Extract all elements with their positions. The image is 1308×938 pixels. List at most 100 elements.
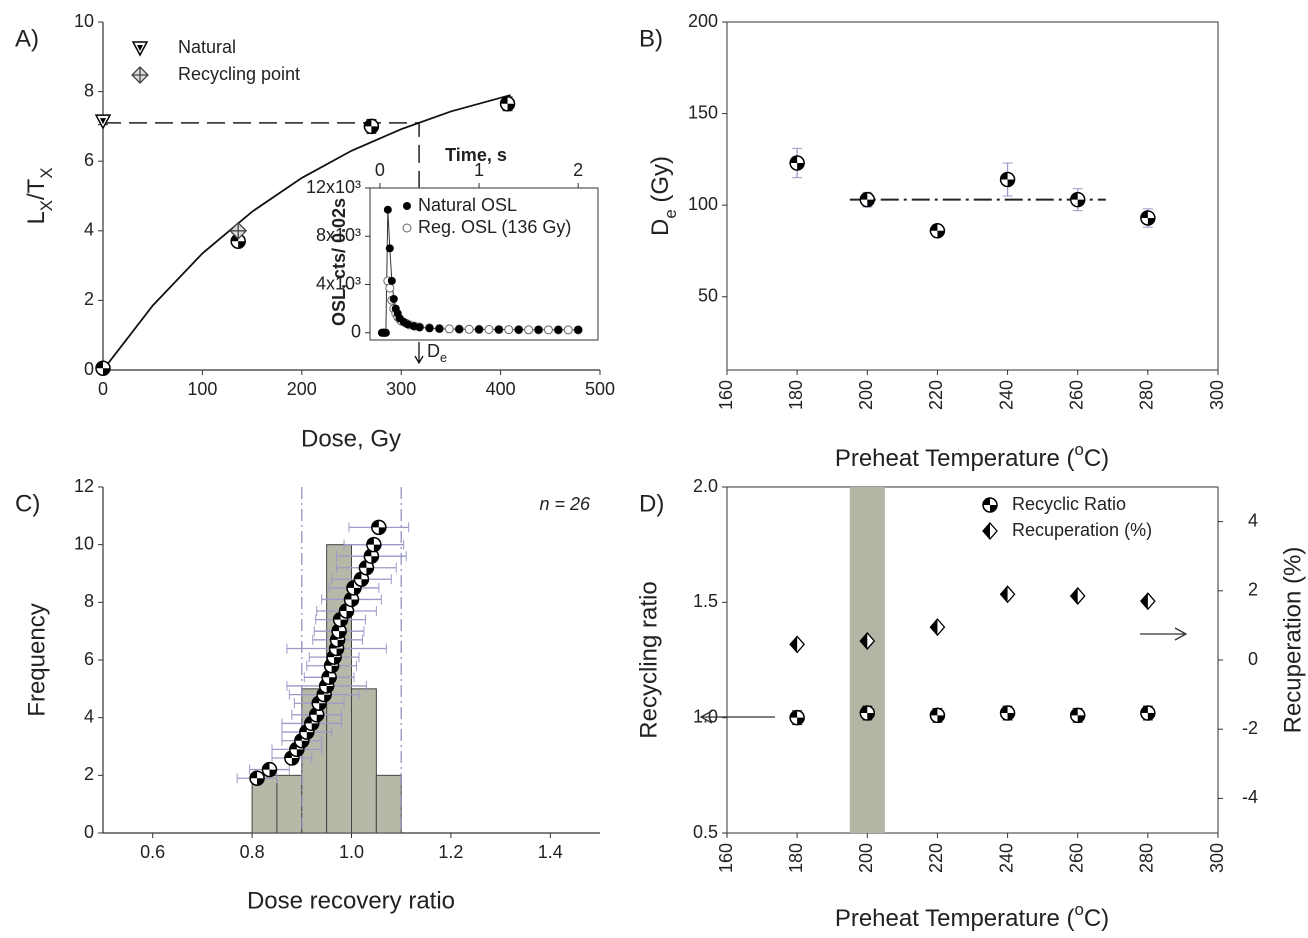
marker-fill [860, 632, 868, 649]
marker-fill [1000, 706, 1015, 721]
marker [929, 618, 946, 637]
marker-body [403, 202, 411, 210]
marker [475, 325, 484, 334]
marker-fill [371, 520, 386, 535]
marker [444, 324, 454, 334]
x-tick-label: 200 [287, 379, 317, 399]
marker-cross [230, 222, 247, 239]
x-tick-label: 220 [926, 843, 946, 873]
histogram-bar [375, 774, 402, 834]
marker-body [464, 324, 474, 334]
x-tick-label: 300 [386, 379, 416, 399]
marker-fill [366, 537, 381, 552]
marker-body [455, 325, 464, 334]
marker [524, 325, 534, 335]
marker [982, 497, 998, 513]
marker-fill [500, 96, 515, 111]
y-axis-label-part: X [37, 167, 56, 178]
y-axis-label-part: L [23, 211, 50, 224]
marker-fill [1070, 708, 1085, 723]
y-tick-label: 10 [74, 11, 94, 31]
y-tick-label: 8 [84, 80, 94, 100]
x-axis-label-part: o [1075, 900, 1084, 919]
marker [363, 548, 380, 564]
de-annotation: De [427, 341, 447, 366]
marker-body [554, 325, 563, 334]
y-tick-label: 150 [688, 102, 718, 122]
y-tick-label: 200 [688, 11, 718, 31]
y-tick-label: 6 [84, 649, 94, 669]
marker-fill [354, 572, 369, 587]
marker [1069, 191, 1086, 208]
marker-fill [364, 119, 379, 134]
right-arrow [1140, 627, 1188, 641]
left-arrow [699, 710, 775, 724]
de-annotation-part: D [427, 341, 440, 361]
marker-fill [299, 725, 314, 740]
marker-body [381, 328, 390, 337]
marker [982, 522, 998, 540]
marker-fill [327, 650, 342, 665]
marker [249, 770, 265, 786]
y2-tick-label: -2 [1242, 718, 1258, 738]
marker [859, 191, 876, 208]
marker-fill [344, 592, 359, 607]
marker [1140, 210, 1156, 226]
marker-body [543, 325, 553, 335]
y2-tick-label: 4 [1248, 510, 1258, 530]
marker-fill [1140, 210, 1155, 225]
y2-tick-label: 0 [1248, 649, 1258, 669]
marker-body [409, 322, 418, 331]
marker-fill [1000, 586, 1008, 603]
y2-tick-label: -4 [1242, 787, 1258, 807]
marker-fill [983, 498, 997, 512]
marker [381, 328, 390, 337]
x-tick-label: 300 [1207, 380, 1227, 410]
y-tick-label: 8 [84, 591, 94, 611]
marker-fill [930, 708, 945, 723]
marker-fill [309, 707, 324, 722]
marker [387, 276, 396, 285]
marker-fill [319, 678, 334, 693]
marker [859, 705, 876, 721]
legend-label: Natural OSL [418, 195, 517, 215]
marker-fill [137, 45, 143, 51]
marker [514, 325, 523, 334]
x-axis-label-part: Preheat Temperature ( [835, 445, 1075, 472]
y-axis-label-part: e [661, 209, 680, 218]
marker-fill [790, 710, 805, 725]
marker [494, 325, 503, 334]
x-tick-label: 280 [1137, 380, 1157, 410]
x-tick-label: 300 [1207, 843, 1227, 873]
y-tick-label: 2 [84, 289, 94, 309]
x-tick-label: 1.0 [339, 842, 364, 862]
y-tick-label: 100 [688, 194, 718, 214]
de-annotation-part: e [440, 351, 447, 365]
marker-fill [332, 624, 347, 639]
marker [464, 324, 474, 334]
marker-fill [1000, 172, 1015, 187]
plot-frame [369, 187, 599, 341]
marker-fill [294, 733, 309, 748]
marker-fill [250, 771, 265, 786]
marker-fill [333, 612, 348, 627]
marker-fill [983, 523, 990, 539]
marker-body [514, 325, 523, 334]
x-axis-label-part: C) [1084, 905, 1109, 932]
x-tick-label: 200 [856, 843, 876, 873]
marker-fill [100, 118, 106, 125]
panel-label: C) [15, 490, 40, 517]
y-axis-label: De (Gy) [647, 156, 680, 236]
marker [504, 325, 514, 335]
x-tick-label: 240 [996, 843, 1016, 873]
panel-label: B) [639, 25, 663, 52]
marker-body [475, 325, 484, 334]
x-tick-label: 2 [573, 160, 583, 180]
marker-cross [132, 67, 148, 83]
marker-fill [1140, 593, 1148, 610]
marker [389, 294, 398, 303]
marker [131, 41, 149, 57]
marker [343, 591, 360, 608]
